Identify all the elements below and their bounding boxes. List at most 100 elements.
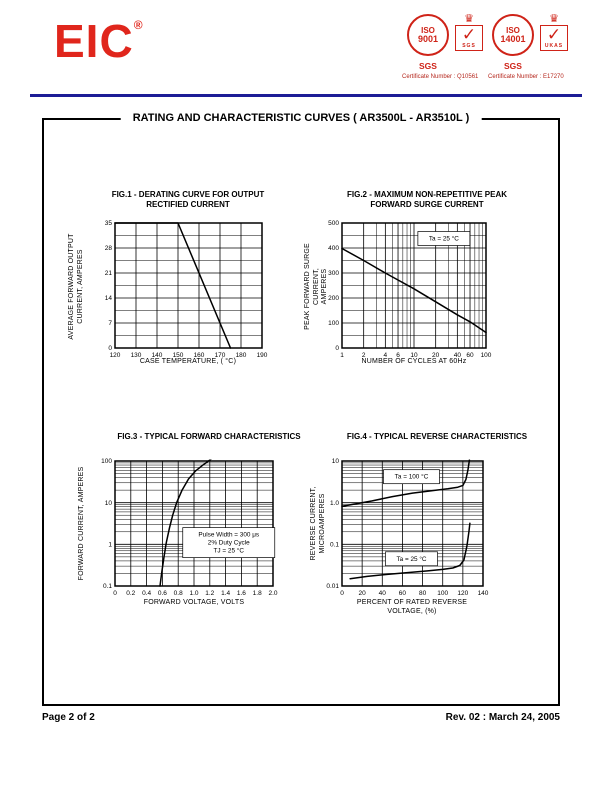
fig2-surge-chart: 1 2 4 6 10 20 40 60 100 0 100 200 300 400 500 Ta = 25 °…	[328, 220, 492, 359]
iso9001-mark-column: ♛ ✓ SGS	[455, 14, 483, 51]
svg-text:0.8: 0.8	[174, 590, 183, 597]
svg-text:200: 200	[328, 295, 339, 302]
svg-text:Ta = 25 °C: Ta = 25 °C	[396, 555, 426, 563]
svg-text:0.01: 0.01	[326, 583, 339, 590]
svg-text:Ta = 100 °C: Ta = 100 °C	[395, 473, 429, 481]
svg-text:120: 120	[110, 352, 121, 359]
svg-text:180: 180	[236, 352, 247, 359]
svg-text:100: 100	[328, 320, 339, 327]
iso-number: 14001	[500, 33, 526, 44]
svg-text:0.1: 0.1	[330, 542, 339, 549]
iso-label: ISO	[506, 25, 520, 35]
fig3-x-axis-label: FORWARD VOLTAGE, VOLTS	[143, 599, 245, 606]
iso-number: 9001	[417, 33, 439, 44]
accreditation-label: UKAS	[544, 43, 564, 49]
svg-text:60: 60	[399, 590, 407, 597]
svg-text:21: 21	[105, 270, 113, 277]
svg-text:1.2: 1.2	[205, 590, 214, 597]
sgs-label: SGS	[502, 61, 524, 71]
page-number: Page 2 of 2	[42, 712, 95, 723]
svg-text:300: 300	[328, 270, 339, 277]
iso14001-seal: ISO 14001 SGS	[490, 14, 536, 74]
svg-text:10: 10	[105, 500, 113, 507]
svg-text:1.8: 1.8	[253, 590, 262, 597]
fig1-derating-chart: 120 130 140 150 160 170 180 190 0 7 14 21 28 35	[105, 220, 268, 359]
svg-text:2.0: 2.0	[268, 590, 277, 597]
svg-text:4: 4	[384, 352, 388, 359]
eic-logo-text: EIC	[54, 15, 134, 67]
fig4-x-axis-label: PERCENT OF RATED REVERSE VOLTAGE, (%)	[356, 599, 468, 615]
svg-text:160: 160	[194, 352, 205, 359]
eic-logo: EIC®	[54, 18, 143, 64]
fig1-title: FIG.1 - DERATING CURVE FOR OUTPUT RECTIF…	[111, 190, 265, 209]
svg-text:2% Duty Cycle: 2% Duty Cycle	[208, 540, 250, 547]
svg-text:0.2: 0.2	[126, 590, 135, 597]
svg-text:35: 35	[105, 220, 113, 227]
iso9001-circle: ISO 9001	[407, 14, 449, 56]
iso9001-seal: ISO 9001 SGS	[405, 14, 451, 74]
revision-date: Rev. 02 : March 24, 2005	[445, 712, 560, 723]
svg-text:500: 500	[328, 220, 339, 227]
page-title: RATING AND CHARACTERISTIC CURVES ( AR350…	[120, 112, 482, 124]
content-frame: RATING AND CHARACTERISTIC CURVES ( AR350…	[42, 112, 560, 706]
accreditation-box: ✓ SGS	[455, 25, 483, 51]
svg-text:400: 400	[328, 245, 339, 252]
svg-text:2: 2	[362, 352, 366, 359]
svg-text:140: 140	[478, 590, 489, 597]
iso14001-mark-column: ♛ ✓ UKAS	[540, 14, 568, 51]
svg-text:0: 0	[108, 345, 112, 352]
svg-text:0.1: 0.1	[103, 583, 112, 590]
svg-text:120: 120	[457, 590, 468, 597]
svg-text:150: 150	[173, 352, 184, 359]
fig3-forward-chart: 0 0.2 0.4 0.6 0.8 1.0 1.2 1.4 1.6 1.8 2.0 0.1 1 10 100…	[101, 458, 278, 597]
svg-text:40: 40	[454, 352, 462, 359]
svg-text:10: 10	[332, 458, 340, 465]
svg-text:0: 0	[340, 590, 344, 597]
certificate-caption: Certificate Number : Q10561	[402, 74, 479, 80]
svg-text:0.6: 0.6	[158, 590, 167, 597]
fig4-title: FIG.4 - TYPICAL REVERSE CHARACTERISTICS	[346, 432, 528, 441]
svg-text:100: 100	[437, 590, 448, 597]
fig3-title: FIG.3 - TYPICAL FORWARD CHARACTERISTICS	[117, 432, 301, 441]
registered-mark: ®	[133, 18, 143, 32]
svg-text:28: 28	[105, 245, 113, 252]
svg-text:6: 6	[396, 352, 400, 359]
svg-text:14: 14	[105, 295, 113, 302]
svg-text:1.0: 1.0	[330, 500, 339, 507]
svg-text:0.4: 0.4	[142, 590, 151, 597]
sgs-label: SGS	[417, 61, 439, 71]
svg-text:60: 60	[466, 352, 474, 359]
svg-text:100: 100	[481, 352, 492, 359]
svg-text:TJ = 25 °C: TJ = 25 °C	[214, 547, 245, 555]
iso-label: ISO	[421, 25, 435, 35]
svg-text:0: 0	[335, 345, 339, 352]
fig1-x-axis-label: CASE TEMPERATURE, ( °C)	[139, 358, 237, 365]
accreditation-label: SGS	[462, 43, 476, 49]
svg-text:1.6: 1.6	[237, 590, 246, 597]
fig2-title: FIG.2 - MAXIMUM NON-REPETITIVE PEAK FORW…	[346, 190, 507, 209]
iso14001-badge: ISO 14001 SGS ♛ ✓ UKAS	[490, 14, 568, 74]
fig2-x-axis-label: NUMBER OF CYCLES AT 60Hz	[361, 358, 467, 365]
iso14001-circle: ISO 14001	[492, 14, 534, 56]
svg-text:7: 7	[108, 320, 112, 327]
checkmark-icon: ✓	[546, 25, 562, 44]
svg-text:0: 0	[113, 590, 117, 597]
svg-text:80: 80	[419, 590, 427, 597]
svg-text:100: 100	[101, 458, 112, 465]
svg-text:1: 1	[108, 542, 112, 549]
svg-text:20: 20	[359, 590, 367, 597]
header-rule	[30, 94, 582, 97]
svg-text:1.4: 1.4	[221, 590, 230, 597]
fig1-y-axis-label: AVERAGE FORWARD OUTPUT CURRENT, AMPERES	[68, 233, 84, 340]
svg-text:190: 190	[257, 352, 268, 359]
svg-text:130: 130	[131, 352, 142, 359]
svg-text:20: 20	[432, 352, 440, 359]
svg-text:140: 140	[152, 352, 163, 359]
checkmark-icon: ✓	[461, 25, 477, 44]
svg-text:1.0: 1.0	[189, 590, 198, 597]
svg-text:Pulse Width = 300 μs: Pulse Width = 300 μs	[198, 532, 259, 539]
svg-text:40: 40	[379, 590, 387, 597]
iso9001-badge: ISO 9001 SGS ♛ ✓ SGS	[405, 14, 483, 74]
crown-icon: ♛	[464, 13, 474, 25]
